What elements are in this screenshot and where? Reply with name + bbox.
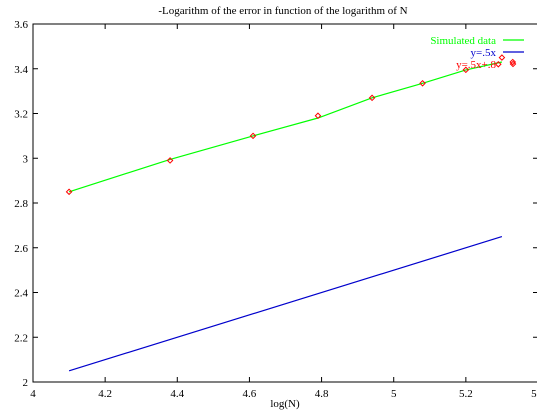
y-axis: 2 2.2 2.4 2.6 2.8 3 3.2 3.4 3.6 xyxy=(14,19,537,389)
legend-label: y=.5x xyxy=(471,47,497,59)
data-point xyxy=(509,58,517,66)
data-point xyxy=(249,132,257,140)
x-tick-label: 4.8 xyxy=(315,388,329,400)
y-tick-label: 2.6 xyxy=(14,243,28,255)
data-point xyxy=(368,94,376,102)
y-tick-label: 2.4 xyxy=(14,288,28,300)
legend-label: y=.5x+.8 xyxy=(456,59,496,71)
x-tick-label: 5 xyxy=(391,388,397,400)
y-tick-label: 3.4 xyxy=(14,64,28,76)
data-point xyxy=(314,112,322,120)
data-point xyxy=(419,79,426,87)
y-tick-label: 3.2 xyxy=(14,109,28,121)
y-tick-label: 3.6 xyxy=(14,19,28,31)
data-point xyxy=(498,54,506,61)
series-line-0 xyxy=(68,61,503,193)
x-axis: 4 4.2 4.4 4.6 4.8 5 5.2 5.4 xyxy=(30,24,537,400)
x-tick-label: 4.4 xyxy=(170,388,184,400)
y-tick-label: 2.8 xyxy=(14,198,28,210)
x-tick-label: 4.2 xyxy=(98,388,112,400)
y-tick-label: 2 xyxy=(23,377,29,389)
y-tick-label: 3 xyxy=(23,153,29,165)
data-point xyxy=(65,188,73,196)
data-point xyxy=(462,66,470,74)
x-axis-label: log(N) xyxy=(270,398,300,410)
plot-frame xyxy=(32,23,537,383)
x-tick-label: 4 xyxy=(30,388,36,400)
y-tick-label: 2.2 xyxy=(14,332,28,344)
chart-title: -Logarithm of the error in function of t… xyxy=(158,5,407,17)
series-line-1 xyxy=(68,236,503,372)
data-point xyxy=(495,60,502,68)
x-tick-label: 5.2 xyxy=(459,388,473,400)
x-tick-label: 5.4 xyxy=(531,388,537,400)
x-tick-label: 4.6 xyxy=(243,388,257,400)
legend-label: Simulated data xyxy=(430,35,496,47)
series-layer xyxy=(65,54,517,372)
data-point xyxy=(166,157,174,164)
legend-marker xyxy=(509,60,517,68)
